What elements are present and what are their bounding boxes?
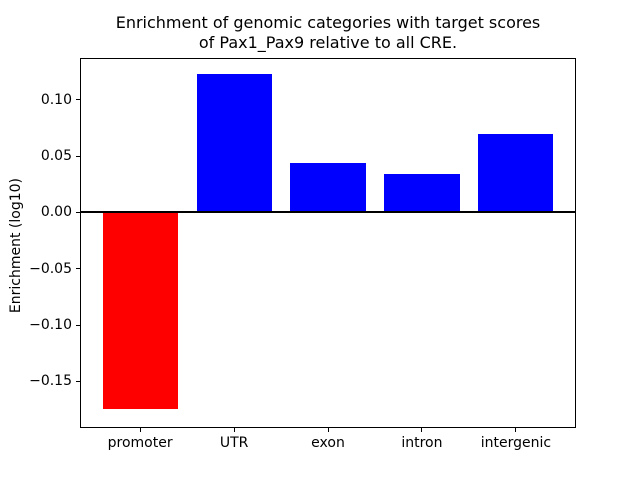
y-tick-mark — [76, 155, 80, 157]
bar-promoter — [102, 212, 178, 410]
y-tick-label: −0.15 — [29, 373, 72, 390]
x-tick-mark — [515, 427, 517, 432]
y-tick-mark — [76, 268, 80, 270]
x-tick-mark — [139, 427, 141, 432]
x-tick-mark — [421, 427, 423, 432]
x-tick-label-exon: exon — [311, 434, 345, 451]
y-axis-label: Enrichment (log10) — [8, 178, 24, 314]
y-tick-mark — [76, 380, 80, 382]
bar-exon — [290, 162, 366, 213]
x-tick-mark — [233, 427, 235, 432]
y-tick-mark — [76, 211, 80, 213]
zero-line — [80, 211, 576, 214]
bar-intergenic — [478, 133, 554, 213]
y-tick-label: 0.05 — [40, 148, 72, 165]
y-tick-label: −0.10 — [29, 317, 72, 333]
bar-intron — [384, 174, 460, 213]
x-tick-label-intergenic: intergenic — [480, 434, 552, 451]
chart-title: Enrichment of genomic categories with ta… — [80, 13, 576, 53]
x-tick-label-intron: intron — [401, 434, 443, 451]
x-tick-mark — [327, 427, 329, 432]
x-tick-label-UTR: UTR — [219, 434, 249, 451]
chart-title-line1: Enrichment of genomic categories with ta… — [115, 13, 541, 32]
y-tick-label: 0.00 — [40, 204, 72, 221]
x-tick-label-promoter: promoter — [107, 434, 173, 451]
bar-UTR — [196, 73, 272, 213]
y-tick-mark — [76, 324, 80, 326]
chart-title-line2: of Pax1_Pax9 relative to all CRE. — [198, 33, 458, 52]
y-tick-mark — [76, 99, 80, 101]
y-tick-label: −0.05 — [29, 260, 72, 277]
y-tick-label: 0.10 — [40, 91, 72, 108]
